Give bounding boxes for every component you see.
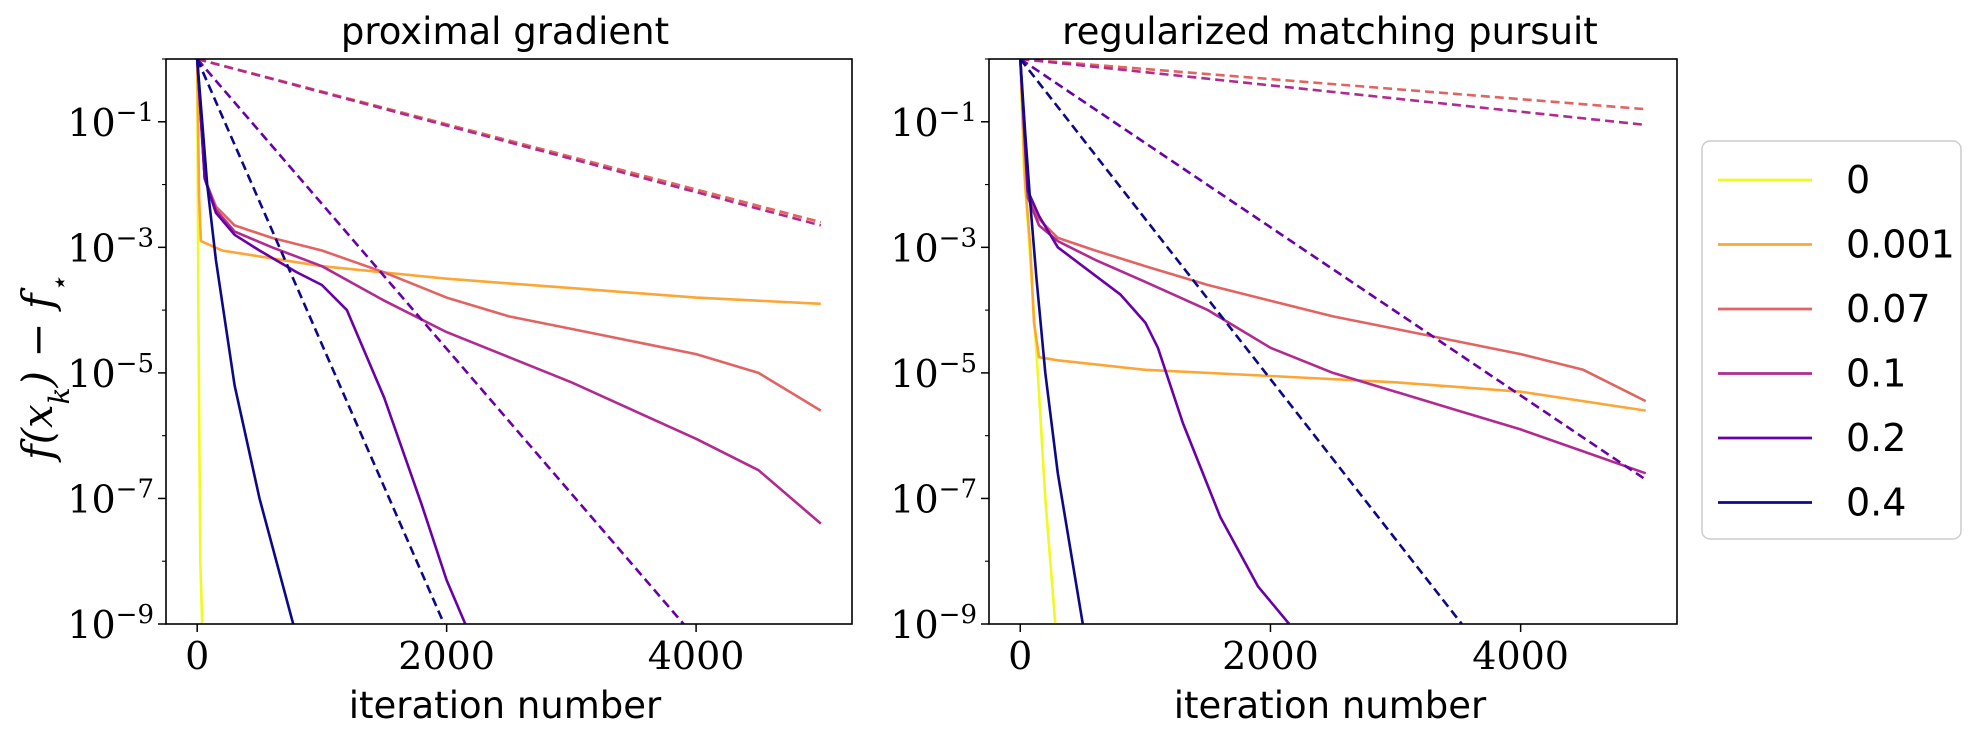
y-tick-label: 10−7 [67,474,154,521]
x-tick-label: 4000 [1472,634,1569,678]
legend-label: 0.07 [1846,287,1931,331]
series-group [1019,59,1647,624]
y-tick-label: 10−5 [890,349,977,396]
series-line-0.1-dashed- [1020,59,1646,127]
x-axis-label: iteration number [1174,684,1487,727]
x-tick-label: 2000 [398,634,495,678]
series-line-0.4 [1019,59,1085,624]
panel-proximal-gradient: proximal gradient 0 2000 4000 10−1 10−3 10−5 1… [67,10,853,727]
series-line-0.1-dashed- [196,59,822,227]
series-line-0.07 [1019,59,1647,403]
plot-frame [988,58,1678,625]
legend-label: 0.2 [1846,416,1906,460]
legend: 0 0.001 0.07 0.1 0.2 0.4 [1701,140,1962,540]
plot-frame [165,58,853,625]
legend-label: 0 [1846,158,1870,202]
series-line-0.4-dashed- [196,59,446,624]
series-group [195,59,822,624]
series-line-0.07 [195,59,822,412]
x-axis-label: iteration number [349,684,662,727]
legend-label: 0.4 [1846,481,1906,525]
y-tick-label: 10−3 [890,223,977,270]
panel-regularized-matching-pursuit: regularized matching pursuit 0 2000 4000 10… [890,10,1678,727]
series-line-0.4-dashed- [1019,59,1463,624]
legend-label: 0.001 [1846,223,1955,267]
series-line-0.4 [195,59,295,624]
series-line-0.2 [195,59,467,624]
y-axis-label-f: f(x [13,404,62,463]
series-line-0.07-dashed- [1020,59,1646,111]
y-tick-label: 10−1 [890,98,977,145]
y-axis-label-mid: ) − f [13,287,62,388]
y-tick-label: 10−5 [67,349,154,396]
series-line-0.1 [195,59,822,525]
y-tick-label: 10−1 [67,98,154,145]
panel-title: proximal gradient [341,10,669,53]
y-axis-label-sub-k: k [43,387,76,404]
panel-title: regularized matching pursuit [1062,10,1598,53]
y-tick-label: 10−3 [67,223,154,270]
y-tick-label: 10−7 [890,474,977,521]
x-tick-label: 2000 [1222,634,1319,678]
y-axis-label-sub-star: ⋆ [43,276,76,294]
x-tick-label: 0 [1008,634,1032,678]
y-tick-label: 10−9 [67,600,154,647]
series-line-0.2-dashed- [196,59,685,624]
series-line-0.1 [1019,59,1647,475]
legend-box [1701,140,1962,540]
x-tick-label: 0 [185,634,209,678]
series-line-0.07-dashed- [196,59,822,224]
series-line-0.001 [1019,59,1646,412]
y-tick-label: 10−9 [890,600,977,647]
series-line-0.2 [1019,59,1291,624]
x-tick-label: 4000 [648,634,745,678]
legend-label: 0.1 [1846,352,1906,396]
series-line-0.001 [195,59,821,306]
y-axis-label: f(xk) − f⋆ [13,276,76,463]
